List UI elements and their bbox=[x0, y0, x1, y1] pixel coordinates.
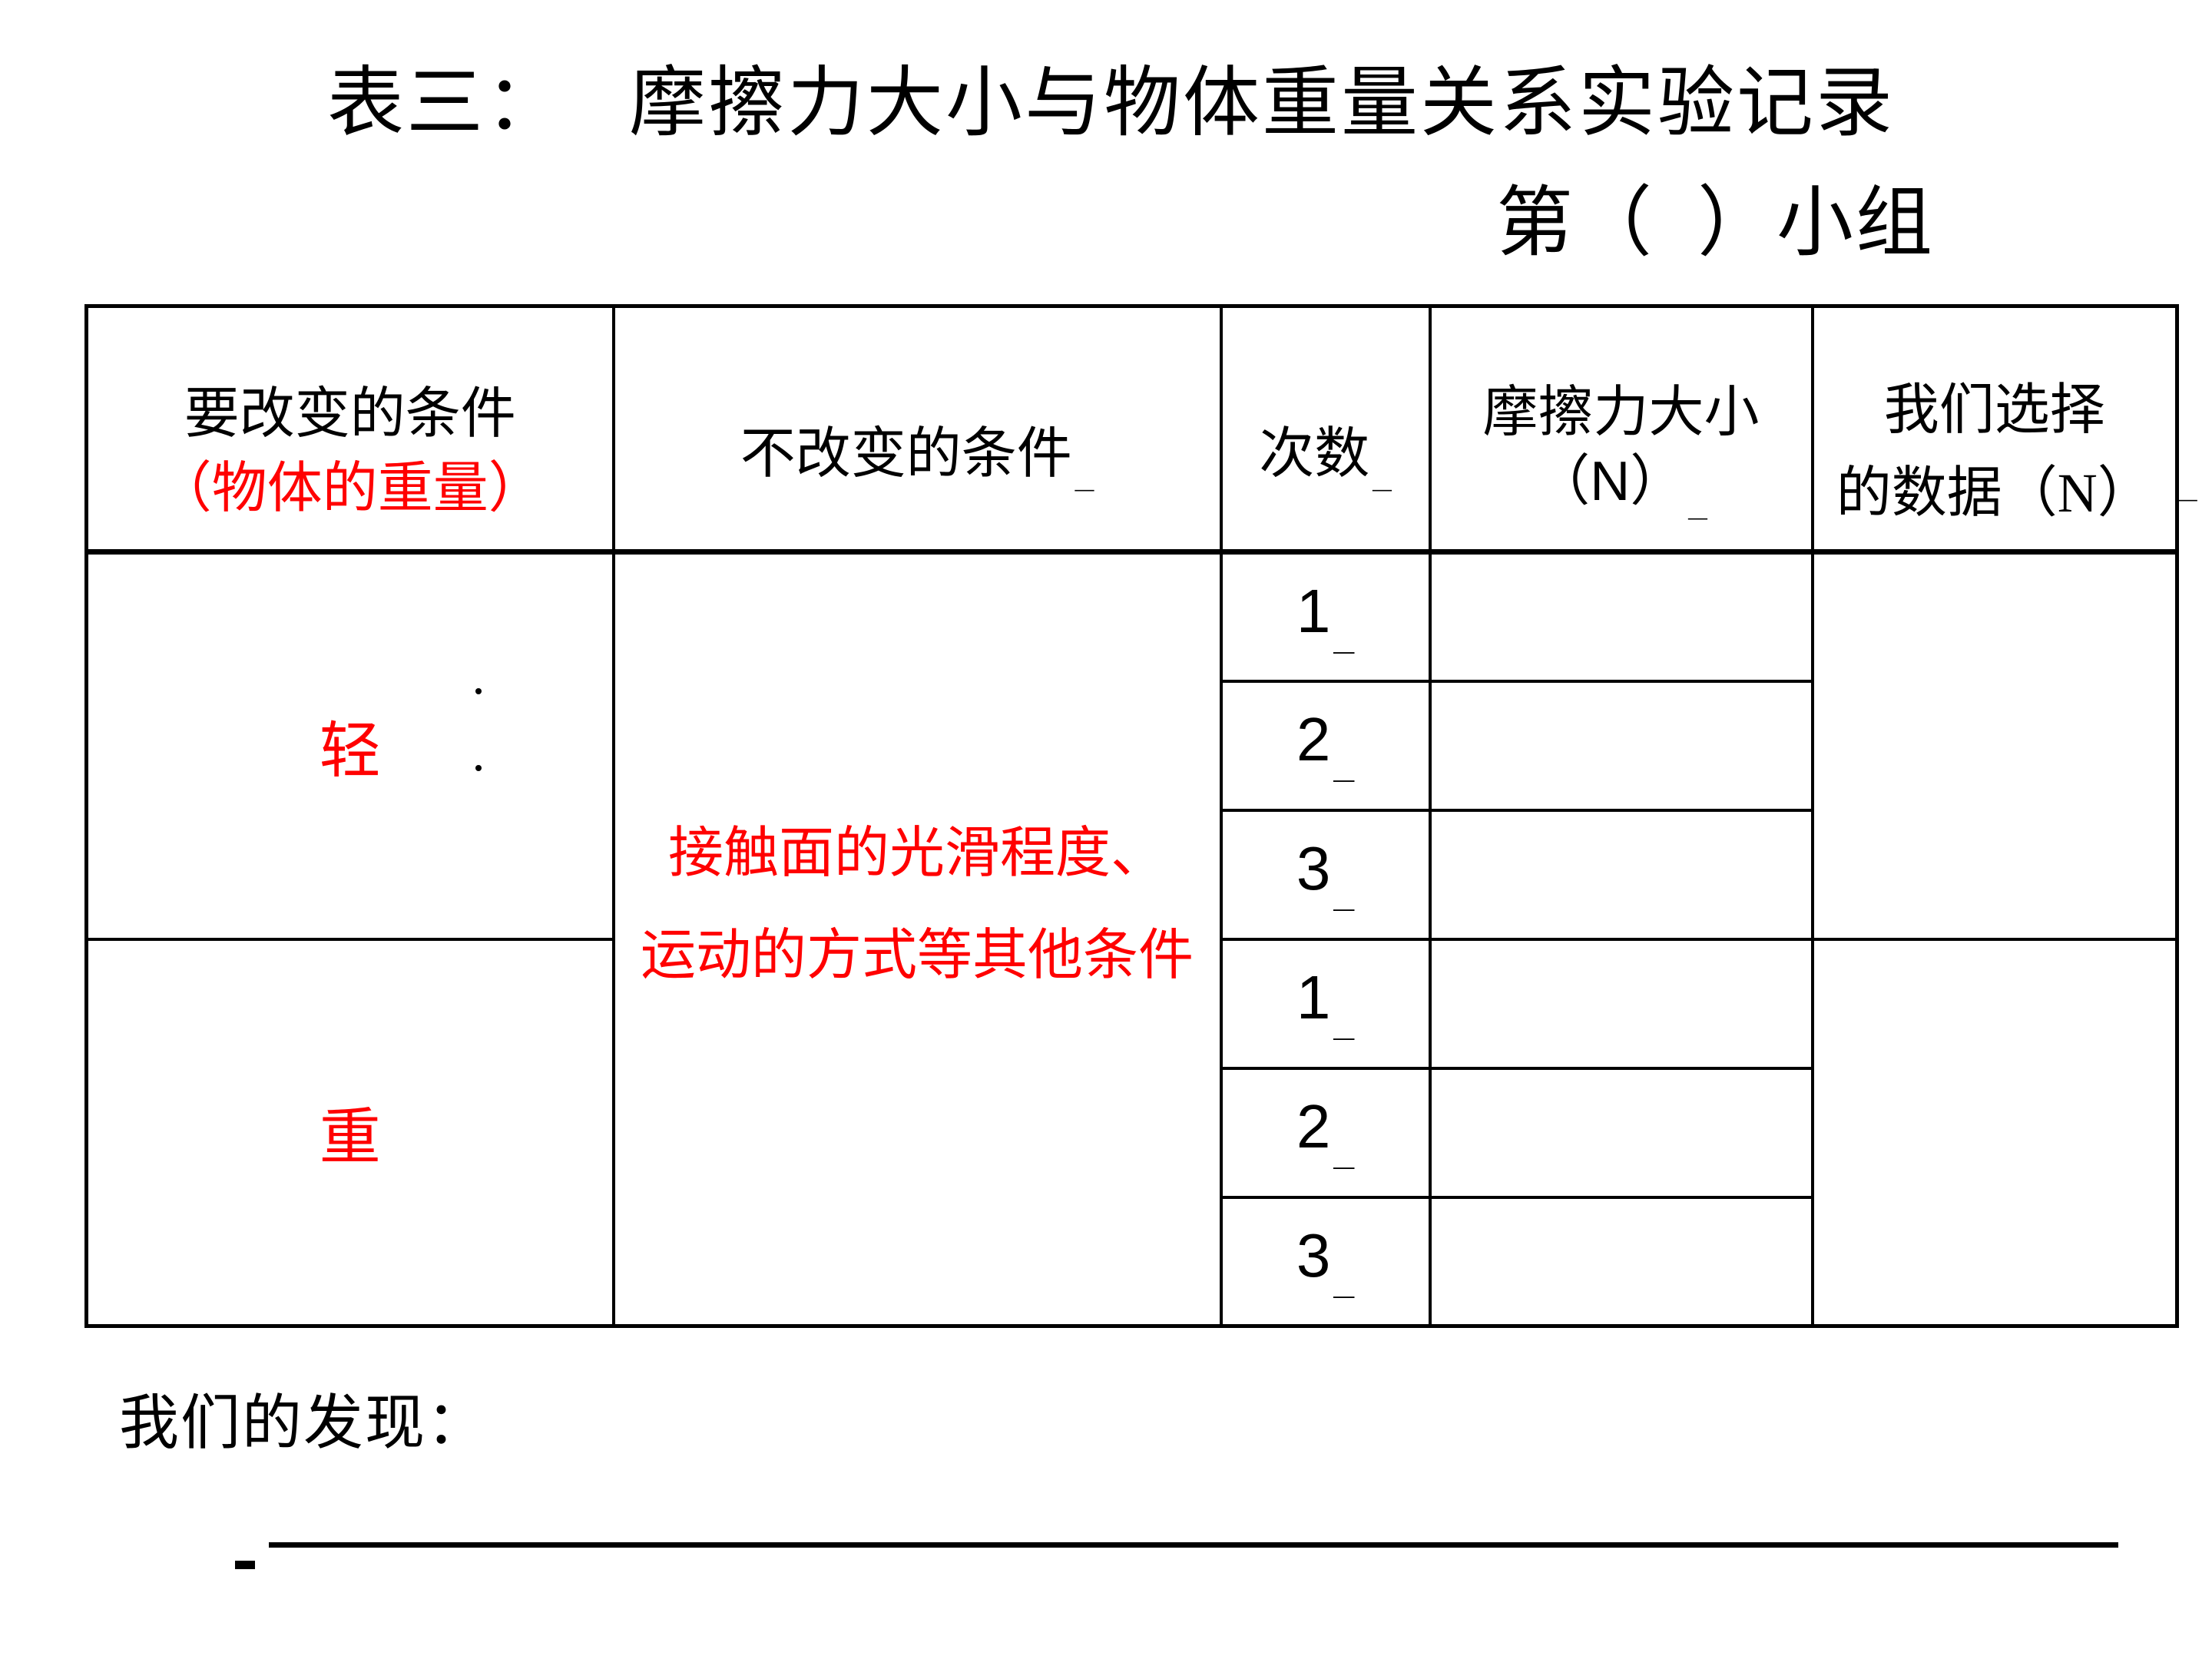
header-changed-condition-label: 要改变的条件 bbox=[184, 382, 516, 445]
trial-number-cell: 3_ bbox=[1219, 808, 1432, 941]
header-selected-data-label-1: 我们选择 bbox=[1883, 379, 2105, 441]
friction-value-cell bbox=[1428, 550, 1814, 683]
unchanged-condition-line1: 接触面的光滑程度、 bbox=[667, 822, 1166, 884]
trial-number: 2 bbox=[1296, 1092, 1331, 1161]
underscore-mark: _ bbox=[1333, 1002, 1355, 1044]
findings-label: 我们的发现： bbox=[119, 1389, 488, 1456]
table-row: 2_ bbox=[87, 1066, 2177, 1199]
trial-number: 3 bbox=[1296, 834, 1331, 903]
header-changed-condition: 要改变的条件 （物体的重量） bbox=[84, 304, 615, 555]
header-unchanged-condition: 不改变的条件_ bbox=[611, 304, 1223, 555]
trial-number: 1 bbox=[1296, 576, 1331, 645]
friction-value-cell bbox=[1428, 679, 1814, 812]
trial-number-cell: 1_ bbox=[1219, 550, 1432, 683]
header-friction-value-label: 摩擦力大小 bbox=[1482, 382, 1760, 444]
trial-number-cell: 2_ bbox=[1219, 1066, 1432, 1199]
light-label: 轻 bbox=[319, 718, 381, 786]
underscore-mark: _ bbox=[1333, 1131, 1355, 1173]
underscore-mark: _ bbox=[1333, 744, 1355, 786]
selected-data-cell-heavy bbox=[1810, 937, 2179, 1328]
table-row: 轻 接触面的光滑程度、 运动的方式等其他条件 1_ bbox=[84, 550, 2179, 1328]
light-condition-cell: 轻 bbox=[84, 550, 615, 941]
underscore-mark: _ bbox=[2178, 467, 2197, 505]
underscore-mark: _ bbox=[1373, 457, 1392, 495]
table-row: 重 1_ bbox=[84, 937, 2179, 1328]
header-selected-data-label-2: 的数据（N） bbox=[1836, 462, 2153, 524]
trial-number: 1 bbox=[1296, 963, 1331, 1032]
answer-blank-line bbox=[269, 1542, 2118, 1548]
heavy-condition-cell: 重 bbox=[84, 937, 615, 1328]
table-row: 3_ bbox=[87, 1195, 2177, 1328]
friction-value-cell bbox=[1428, 808, 1814, 941]
experiment-record-table: 要改变的条件 （物体的重量） 不改变的条件_ 次数_ 摩擦力大小 （N）_ 我们… bbox=[84, 304, 2179, 1328]
underscore-mark: _ bbox=[1075, 457, 1094, 495]
selected-data-cell-light bbox=[1810, 550, 2179, 941]
stray-dot bbox=[475, 688, 482, 695]
heavy-label: 重 bbox=[319, 1104, 381, 1173]
trial-number-cell: 2_ bbox=[1219, 679, 1432, 812]
friction-value-cell bbox=[1428, 1066, 1814, 1199]
friction-value-cell bbox=[1428, 937, 1814, 1070]
page-title: 表三： 摩擦力大小与物体重量关系实验记录 bbox=[327, 61, 1895, 146]
group-number-line: 第（ ）小组 bbox=[1496, 180, 1935, 266]
friction-value-cell bbox=[1428, 1195, 1814, 1328]
unchanged-condition-cell: 接触面的光滑程度、 运动的方式等其他条件 bbox=[611, 550, 1223, 1328]
underscore-mark: _ bbox=[1333, 873, 1355, 915]
underscore-mark: _ bbox=[1333, 616, 1355, 657]
unchanged-condition-line2: 运动的方式等其他条件 bbox=[640, 925, 1194, 986]
header-unchanged-condition-label: 不改变的条件 bbox=[740, 422, 1072, 485]
trial-number: 2 bbox=[1296, 705, 1331, 774]
trial-number-cell: 1_ bbox=[1219, 937, 1432, 1070]
header-object-weight-label: （物体的重量） bbox=[156, 458, 544, 519]
table-row: 3_ bbox=[87, 808, 2177, 941]
header-selected-data: 我们选择 的数据（N） bbox=[1810, 304, 2179, 555]
underscore-mark: _ bbox=[1333, 1260, 1355, 1302]
header-friction-value: 摩擦力大小 （N）_ bbox=[1428, 304, 1814, 555]
header-trial-number: 次数_ bbox=[1219, 304, 1432, 555]
trial-number-cell: 3_ bbox=[1219, 1195, 1432, 1328]
header-row: 要改变的条件 （物体的重量） 不改变的条件_ 次数_ 摩擦力大小 （N）_ 我们… bbox=[84, 304, 2179, 555]
underscore-mark: _ bbox=[1688, 485, 1707, 523]
header-trial-number-label: 次数 bbox=[1259, 422, 1370, 485]
header-friction-unit-label: （N） bbox=[1535, 451, 1686, 513]
trial-number: 3 bbox=[1296, 1220, 1331, 1290]
answer-dash-mark bbox=[235, 1561, 255, 1569]
table-row: 2_ bbox=[87, 679, 2177, 812]
stray-dot bbox=[475, 765, 482, 772]
